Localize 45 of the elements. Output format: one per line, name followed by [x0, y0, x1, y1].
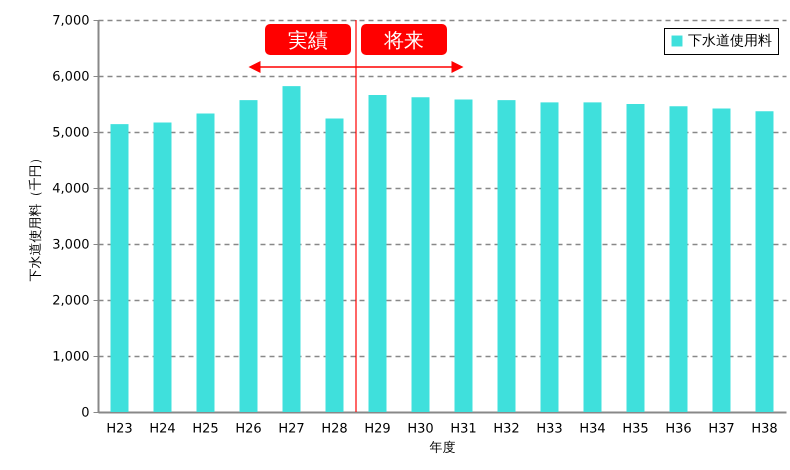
- x-tick-label: H35: [622, 422, 649, 436]
- x-tick-label: H25: [192, 422, 219, 436]
- x-tick-label: H33: [536, 422, 563, 436]
- x-tick-label: H32: [493, 422, 520, 436]
- y-tick-label: 3,000: [52, 238, 90, 252]
- bar: [584, 102, 602, 412]
- bar: [196, 114, 214, 412]
- x-tick-label: H28: [321, 422, 348, 436]
- y-tick-label: 5,000: [52, 126, 90, 140]
- x-tick-label: H34: [579, 422, 606, 436]
- x-tick-label: H37: [708, 422, 735, 436]
- y-tick-label: 2,000: [52, 294, 90, 308]
- x-tick-label: H24: [149, 422, 176, 436]
- y-tick-label: 7,000: [52, 14, 90, 28]
- y-tick-label: 1,000: [52, 350, 90, 364]
- x-tick-label: H29: [364, 422, 391, 436]
- bar: [154, 122, 172, 412]
- bar: [670, 106, 688, 412]
- x-tick-label: H31: [450, 422, 477, 436]
- x-tick-label: H23: [106, 422, 133, 436]
- annotation: 将来: [383, 28, 424, 52]
- annotation: 実績: [288, 28, 328, 52]
- bar: [368, 95, 386, 412]
- x-axis-title: 年度: [430, 440, 456, 456]
- bar: [454, 100, 472, 412]
- x-tick-label: H30: [407, 422, 434, 436]
- bar: [756, 111, 774, 412]
- y-tick-label: 6,000: [52, 70, 90, 84]
- x-tick-label: H26: [235, 422, 262, 436]
- legend-label: 下水道使用料: [688, 33, 772, 49]
- bar: [498, 100, 516, 412]
- bar: [326, 118, 344, 412]
- bar: [282, 86, 300, 412]
- y-axis-title: 下水道使用料（千円）: [28, 152, 44, 282]
- bar: [110, 124, 128, 412]
- bar: [712, 108, 730, 412]
- y-tick-label: 0: [81, 406, 90, 420]
- bar: [240, 100, 258, 412]
- y-tick-label: 4,000: [52, 182, 90, 196]
- x-tick-label: H27: [278, 422, 305, 436]
- bar: [626, 104, 644, 412]
- x-tick-label: H36: [665, 422, 692, 436]
- bar: [412, 97, 430, 412]
- bar: [540, 102, 558, 412]
- x-tick-label: H38: [751, 422, 778, 436]
